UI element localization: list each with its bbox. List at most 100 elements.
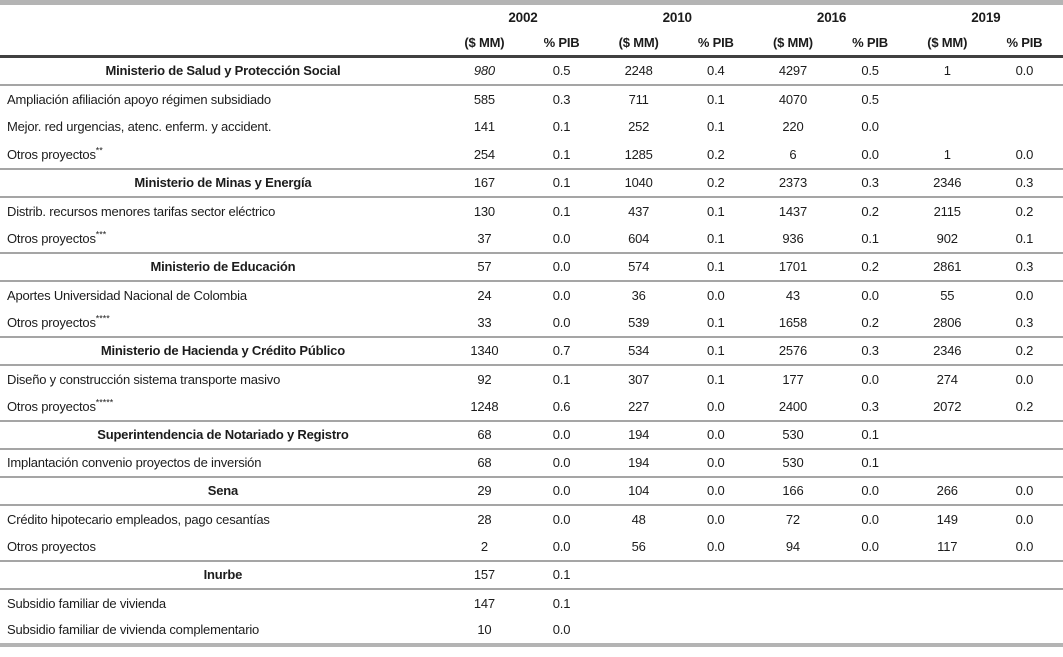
row-label: Implantación convenio proyectos de inver…: [0, 449, 446, 477]
section-row: Superintendencia de Notariado y Registro…: [0, 420, 1063, 449]
cell-value: 2346: [933, 343, 962, 358]
section-row: Ministerio de Minas y Energía 167 0.1 1040 0…: [0, 168, 1063, 197]
cell-value: 0.2: [1015, 343, 1034, 358]
cell-value: 0.0: [552, 314, 571, 330]
cell-value: [600, 561, 677, 589]
cell-value: 0.0: [707, 538, 725, 554]
cell-value: 254: [473, 146, 495, 162]
cell-value: [677, 589, 754, 617]
year-header-2019: 2019: [971, 10, 1001, 25]
cell-value: 1701: [778, 259, 807, 274]
cell-value: 0.0: [861, 538, 879, 554]
cell-value: 2373: [778, 175, 807, 190]
cell-value: 0.0: [861, 483, 879, 498]
section-label: Ministerio de Hacienda y Crédito Público: [0, 337, 446, 365]
row-label: Otros proyectos**: [0, 141, 446, 169]
footnote-marker: ***: [95, 229, 107, 240]
cell-value: 0.7: [552, 343, 571, 358]
table-row: Otros proyectos**** 33 0.0 539 0.1 1658 0.2 280…: [0, 309, 1063, 337]
row-label: Ampliación afiliación apoyo régimen subs…: [0, 85, 446, 113]
cell-value: 2400: [778, 398, 807, 414]
subheader-pib: % PIB: [543, 35, 580, 50]
cell-value: [754, 589, 831, 617]
cell-value: 2072: [933, 398, 962, 414]
cell-value: 711: [628, 91, 649, 107]
cell-value: 220: [782, 119, 804, 134]
cell-value: 0.0: [707, 427, 725, 442]
row-label-text: Aportes Universidad Nacional de Colombia: [7, 287, 247, 303]
cell-value: 55: [940, 287, 955, 303]
cell-value: 1658: [778, 314, 807, 330]
table-row: Aportes Universidad Nacional de Colombia…: [0, 281, 1063, 309]
cell-value: 0.1: [1015, 230, 1034, 246]
cell-value: [909, 589, 986, 617]
cell-value: 0.0: [1015, 511, 1034, 527]
cell-value: 0.0: [552, 511, 571, 527]
cell-value: 177: [782, 371, 804, 387]
row-label-text: Otros proyectos: [7, 146, 96, 162]
cell-value: 4297: [778, 63, 807, 79]
cell-value: 117: [937, 538, 958, 554]
cell-value: 530: [782, 427, 804, 442]
cell-value: 6: [789, 146, 797, 162]
cell-value: 936: [782, 230, 804, 246]
cell-value: [909, 449, 986, 477]
cell-value: 0.1: [707, 259, 725, 274]
cell-value: 72: [785, 511, 800, 527]
row-label: Otros proyectos****: [0, 309, 446, 337]
cell-value: 0.1: [861, 427, 879, 442]
cell-value: 1: [943, 63, 951, 79]
cell-value: 0.1: [552, 595, 571, 611]
cell-value: 0.3: [1015, 259, 1034, 274]
cell-value: 36: [631, 287, 646, 303]
cell-value: 437: [628, 203, 650, 219]
cell-value: 92: [477, 371, 492, 387]
cell-value: 0.2: [861, 259, 879, 274]
table-row: Subsidio familiar de vivienda 147 0.1: [0, 589, 1063, 617]
cell-value: 0.1: [861, 230, 879, 246]
cell-value: 0.0: [861, 146, 879, 162]
table-row: Crédito hipotecario empleados, pago cesa…: [0, 505, 1063, 533]
cell-value: 0.0: [552, 538, 571, 554]
cell-value: 0.0: [552, 455, 571, 470]
cell-value: 94: [785, 538, 800, 554]
table-row: Ampliación afiliación apoyo régimen subs…: [0, 85, 1063, 113]
cell-value: 0.0: [552, 427, 571, 442]
table-header: 2002 2010 2016 2019 ($ MM)% PIB ($ MM)% PIB ($…: [0, 3, 1063, 57]
cell-value: 0.1: [707, 230, 725, 246]
cell-value: [986, 421, 1063, 449]
section-label: Ministerio de Salud y Protección Social: [0, 57, 446, 85]
header-spacer: [0, 3, 446, 31]
cell-value: 534: [628, 343, 650, 358]
cell-value: 0.1: [552, 119, 571, 134]
cell-value: 0.1: [552, 175, 571, 190]
cell-value: 274: [936, 371, 958, 387]
section-label: Inurbe: [0, 561, 446, 589]
subheader-spacer: [0, 30, 446, 57]
row-label-text: Subsidio familiar de vivienda: [7, 595, 166, 611]
cell-value: 1437: [778, 203, 807, 219]
cell-value: 0.0: [861, 119, 879, 134]
table-row: Mejor. red urgencias, atenc. enferm. y a…: [0, 113, 1063, 141]
cell-value: [909, 85, 986, 113]
cell-value: [754, 617, 831, 645]
cell-value: [986, 113, 1063, 141]
row-label: Diseño y construcción sistema transporte…: [0, 365, 446, 393]
cell-value: 0.0: [861, 511, 879, 527]
cell-value: [600, 617, 677, 645]
row-label: Otros proyectos*****: [0, 393, 446, 421]
cell-value: 0.0: [1015, 146, 1034, 162]
cell-value: 1285: [624, 146, 653, 162]
row-label-text: Otros proyectos: [7, 314, 96, 330]
subheader-amount: ($ MM): [618, 35, 659, 50]
subheader-amount: ($ MM): [464, 35, 505, 50]
row-label: Otros proyectos: [0, 533, 446, 561]
row-label-text: Otros proyectos: [7, 538, 96, 554]
cell-value: 0.0: [552, 483, 571, 498]
cell-value: 0.5: [861, 63, 879, 79]
cell-value: [677, 617, 754, 645]
cell-value: 0.0: [1015, 538, 1034, 554]
footnote-marker: **: [95, 145, 103, 156]
row-label-text: Subsidio familiar de vivienda complement…: [7, 622, 260, 637]
